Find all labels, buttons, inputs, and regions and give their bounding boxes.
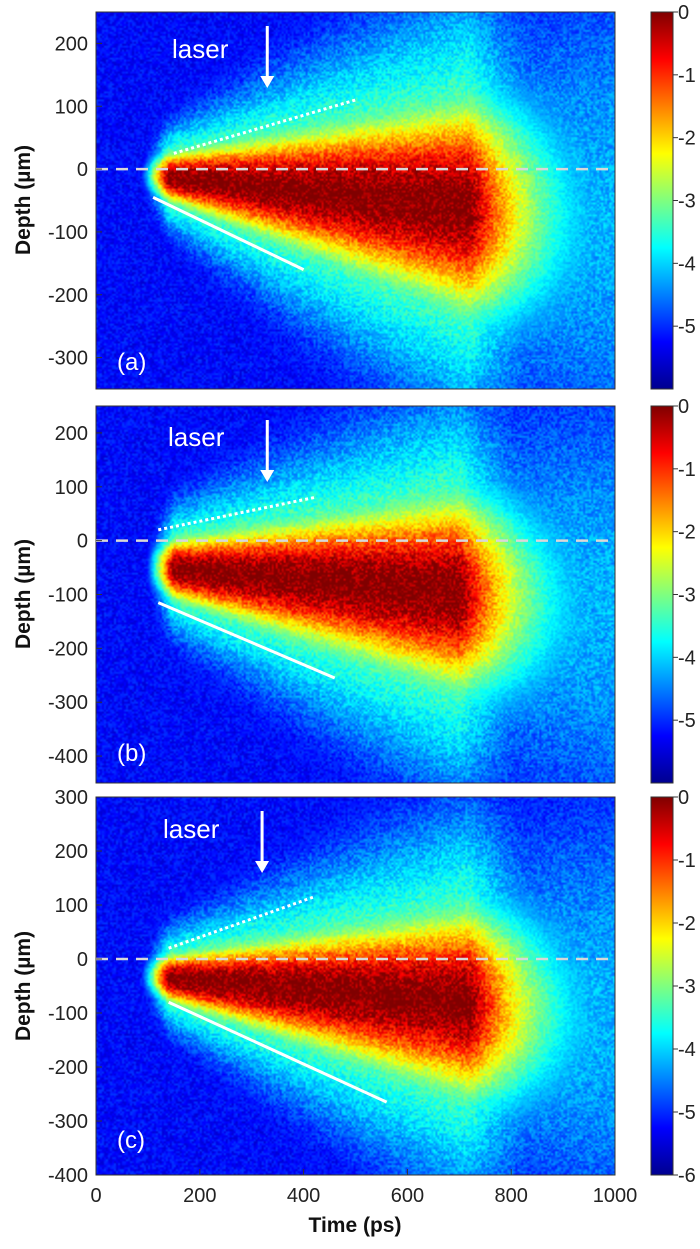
xtick-label: 0 (90, 1185, 101, 1207)
xlabel-c: Time (ps) (309, 1214, 402, 1237)
ytick-label: 200 (55, 423, 88, 445)
ylabel-a: Depth (µm) (12, 145, 35, 255)
colorbar-tick-label: 0 (678, 787, 689, 809)
ytick-label: -100 (48, 585, 88, 607)
colorbar-tick-label: 0 (678, 2, 689, 24)
colorbar-a (650, 11, 674, 390)
ytick-label: -200 (48, 285, 88, 307)
overlay-a (96, 98, 615, 271)
ytick-label: 0 (77, 949, 88, 971)
colorbar-tick-label: -1 (678, 850, 696, 872)
ylabel-b: Depth (µm) (12, 539, 35, 649)
panel-b: 200 100 0 -100 -200 -300 -400 Depth (µm) (b) l… (12, 396, 696, 784)
heatmap-c (96, 797, 615, 1175)
colorbar-tick-label: -3 (678, 976, 696, 998)
ytick-label: 200 (55, 33, 88, 55)
xtick-label: 400 (287, 1185, 320, 1207)
panel-label-a: (a) (117, 349, 146, 376)
ytick-label: 0 (77, 531, 88, 553)
yticks-a: 200 100 0 -100 -200 -300 (48, 33, 102, 370)
colorbar-tick-label: -3 (678, 585, 696, 607)
xticks-c: 0 200 400 600 800 1000 (90, 1169, 637, 1207)
yticks-b: 200 100 0 -100 -200 -300 -400 (48, 423, 102, 768)
colorbar-tick-label: -4 (678, 1039, 696, 1061)
heatmap-b (96, 406, 615, 783)
laser-arrow-head-a (260, 76, 275, 88)
ytick-label: 200 (55, 841, 88, 863)
colorbar-tick-label: -1 (678, 459, 696, 481)
colorbar-tick-label: -6 (678, 1165, 696, 1187)
colorbar-c (650, 796, 674, 1176)
laser-label-a: laser (172, 34, 229, 64)
ytick-label: 100 (55, 477, 88, 499)
solid-line-a (152, 196, 305, 271)
ytick-label: -400 (48, 746, 88, 768)
ytick-label: -300 (48, 1111, 88, 1133)
panel-label-c: (c) (117, 1127, 145, 1154)
plot-frame-a (95, 11, 616, 390)
laser-arrow-a (260, 26, 275, 88)
ytick-label: 100 (55, 895, 88, 917)
dotted-line-a (173, 98, 356, 155)
colorbar-ticks-c: 0 -1 -2 -3 -4 -5 -6 (673, 787, 696, 1187)
plot-frame-c (95, 796, 616, 1176)
colorbar-tick-label: -2 (678, 522, 696, 544)
xtick-label: 800 (495, 1185, 528, 1207)
yticks-c: 300 200 100 0 -100 -200 -300 -400 (48, 787, 102, 1187)
colorbar-tick-label: -5 (678, 710, 696, 732)
laser-arrow-head-c (255, 861, 270, 873)
xtick-label: 200 (183, 1185, 216, 1207)
colorbar-tick-label: -1 (678, 65, 696, 87)
dotted-line-b (157, 496, 315, 532)
colorbar-tick-label: -2 (678, 128, 696, 150)
ytick-label: -100 (48, 1003, 88, 1025)
colorbar-tick-label: -4 (678, 253, 696, 275)
solid-line-c (168, 1000, 388, 1104)
panel-a: 200 100 0 -100 -200 -300 Depth (µm) (a) laser… (12, 2, 696, 390)
heatmap-a (96, 12, 615, 389)
ytick-label: -200 (48, 1057, 88, 1079)
xtick-label: 600 (391, 1185, 424, 1207)
ytick-label: -300 (48, 692, 88, 714)
colorbar-tick-label: -5 (678, 1102, 696, 1124)
ytick-label: 0 (77, 159, 88, 181)
colorbar-ticks-b: 0 -1 -2 -3 -4 -5 (673, 396, 696, 732)
panel-label-b: (b) (117, 740, 146, 767)
ylabel-c: Depth (µm) (12, 931, 35, 1041)
laser-arrow-b (260, 420, 275, 482)
colorbar-tick-label: -4 (678, 647, 696, 669)
ytick-label: -300 (48, 348, 88, 370)
colorbar-tick-label: -2 (678, 913, 696, 935)
xtick-label: 1000 (593, 1185, 638, 1207)
ytick-label: -100 (48, 222, 88, 244)
ytick-label: 300 (55, 787, 88, 809)
laser-label-c: laser (163, 814, 220, 844)
laser-arrow-head-b (260, 470, 275, 482)
colorbar-b (650, 405, 674, 784)
colorbar-tick-label: -5 (678, 316, 696, 338)
colorbar-tick-label: 0 (678, 396, 689, 418)
colorbar-tick-label: -3 (678, 191, 696, 213)
ytick-label: -400 (48, 1165, 88, 1187)
ytick-label: -200 (48, 638, 88, 660)
ytick-label: 100 (55, 96, 88, 118)
overlay-c (96, 895, 615, 1104)
overlay-b (96, 496, 615, 680)
laser-arrow-c (255, 811, 270, 873)
solid-line-b (157, 601, 336, 680)
colorbar-ticks-a: 0 -1 -2 -3 -4 -5 (673, 2, 696, 338)
dotted-line-c (168, 895, 315, 950)
laser-label-b: laser (168, 422, 225, 452)
